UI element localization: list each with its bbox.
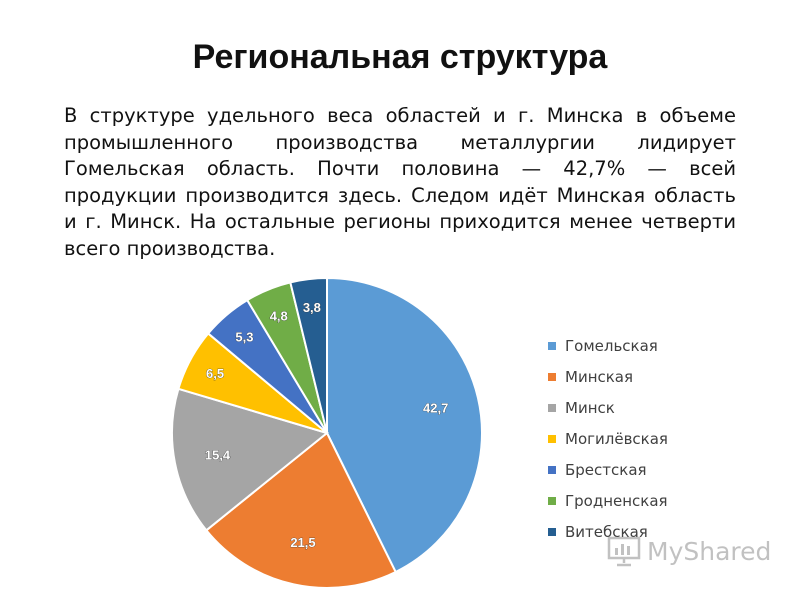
legend-swatch: [548, 403, 556, 412]
slice-data-label: 6,5: [206, 366, 224, 381]
legend-swatch: [548, 496, 556, 505]
legend-label: Гомельская: [565, 336, 658, 355]
legend-swatch: [548, 341, 556, 350]
legend-label: Минск: [565, 398, 615, 417]
chart-legend: Гомельская Минская Минск Могилёвская Брестск…: [548, 330, 668, 547]
legend-item: Минская: [548, 361, 668, 392]
legend-item: Могилёвская: [548, 423, 668, 454]
slide-paragraph: В структуре удельного веса областей и г.…: [64, 104, 736, 260]
slice-data-label: 3,8: [303, 300, 321, 315]
legend-item: Брестская: [548, 454, 668, 485]
watermark-text: MyShared: [647, 536, 772, 566]
pie-slice: [289, 276, 328, 434]
legend-item: Гродненская: [548, 485, 668, 516]
legend-swatch: [548, 465, 556, 474]
pie-slice: [326, 276, 483, 574]
pie-slice: [171, 387, 330, 532]
legend-label: Минская: [565, 367, 634, 386]
slide-title: Региональная структура: [192, 38, 608, 76]
legend-label: Могилёвская: [565, 429, 668, 448]
slice-data-label: 21,5: [290, 535, 315, 550]
slice-data-label: 42,7: [423, 401, 448, 416]
slice-data-label: 5,3: [235, 329, 253, 344]
legend-item: Витебская: [548, 516, 668, 547]
legend-label: Гродненская: [565, 491, 668, 510]
presentation-screen-icon: [607, 536, 641, 567]
legend-item: Гомельская: [548, 330, 668, 361]
legend-swatch: [548, 527, 556, 536]
watermark: MyShared: [607, 535, 771, 567]
legend-label: Брестская: [565, 460, 647, 479]
slice-data-label: 4,8: [270, 308, 288, 323]
legend-swatch: [548, 372, 556, 381]
legend-swatch: [548, 434, 556, 443]
pie-slice: [204, 431, 397, 589]
legend-item: Минск: [548, 392, 668, 423]
legend-label: Витебская: [565, 522, 648, 541]
slice-data-label: 15,4: [205, 448, 231, 463]
